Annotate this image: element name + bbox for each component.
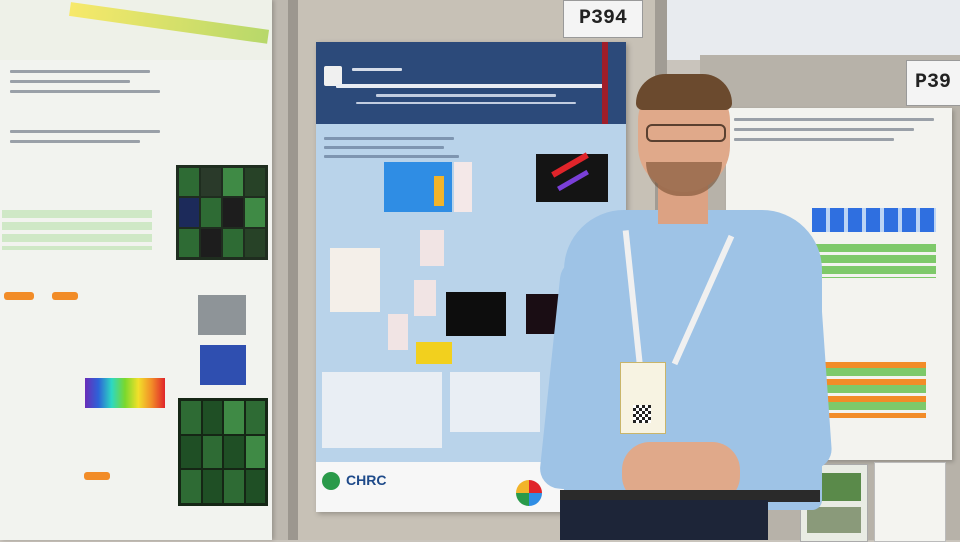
poster-bar-chart xyxy=(384,162,452,212)
left-poster-table xyxy=(2,210,152,250)
poster-inset-table xyxy=(454,162,472,212)
chrc-logo-icon xyxy=(322,472,340,490)
center-poster-header xyxy=(316,42,626,124)
poster-line-plots xyxy=(322,372,442,448)
center-poster-header-accent xyxy=(602,42,608,124)
right-poster-table-mid xyxy=(812,244,936,278)
left-poster-heatmap-bottom xyxy=(178,398,268,506)
poster-microscopy-image-1 xyxy=(446,292,506,336)
left-poster-spectrum-bar xyxy=(85,378,165,408)
left-poster-grey-image xyxy=(198,295,246,335)
poster-line-plot-right xyxy=(450,372,540,432)
presenter-glasses xyxy=(646,124,726,142)
presenter-name-badge xyxy=(620,362,666,434)
chrc-logo-text: CHRC xyxy=(346,472,387,488)
right-note-card xyxy=(874,462,946,542)
left-poster-bar-orange-1 xyxy=(4,292,34,300)
poster-fluorescence-image-top xyxy=(536,152,608,202)
presenter-hair xyxy=(636,74,732,110)
board-number-sign: P394 xyxy=(563,0,643,38)
poster-yellow-note xyxy=(416,342,452,364)
poster-protein-figure xyxy=(330,248,380,312)
presenter xyxy=(538,70,833,540)
booth-frame-post xyxy=(288,0,298,540)
poster-protein-panel-1 xyxy=(420,230,444,266)
board-number-label: P394 xyxy=(578,7,627,30)
poster-bar-orange xyxy=(434,176,444,206)
presenter-belt xyxy=(560,490,820,502)
poster-protein-panel-2 xyxy=(414,280,436,316)
right-poster-table-bottom xyxy=(822,362,926,418)
right-poster-table-top xyxy=(812,208,936,232)
ceiling-area xyxy=(660,0,960,60)
presenter-trousers xyxy=(560,500,768,540)
left-poster-heatmap-top xyxy=(176,165,268,260)
partner-logo xyxy=(516,480,542,506)
left-poster-blue-image xyxy=(200,345,246,385)
board-number-sign-right: P39 xyxy=(906,60,960,106)
left-poster-bar-orange-2 xyxy=(52,292,78,300)
university-logo xyxy=(324,66,342,86)
badge-qr-code xyxy=(633,405,651,423)
board-number-label-right: P39 xyxy=(915,71,952,94)
left-poster-bar-orange-3 xyxy=(84,472,110,480)
poster-protein-panel-3 xyxy=(388,314,408,350)
left-poster xyxy=(0,0,272,540)
